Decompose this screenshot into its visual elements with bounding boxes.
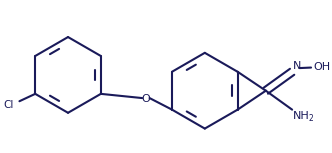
Text: N: N <box>292 61 301 71</box>
Text: Cl: Cl <box>4 100 14 110</box>
Text: NH: NH <box>293 111 310 121</box>
Text: 2: 2 <box>308 114 313 123</box>
Text: OH: OH <box>314 62 331 72</box>
Text: O: O <box>141 94 150 104</box>
